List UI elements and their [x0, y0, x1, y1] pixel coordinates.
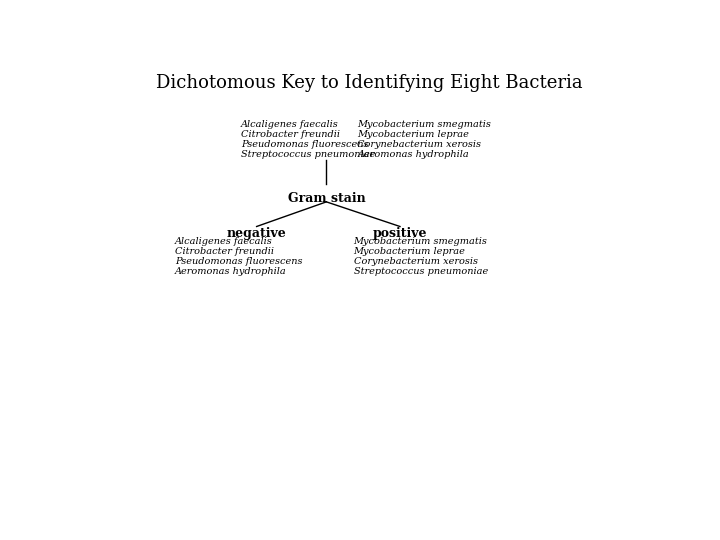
Text: Aeromonas hydrophila: Aeromonas hydrophila [175, 267, 287, 276]
Text: Citrobacter freundii: Citrobacter freundii [241, 130, 340, 139]
Text: Alcaligenes faecalis: Alcaligenes faecalis [241, 120, 339, 129]
Text: Mycobacterium smegmatis: Mycobacterium smegmatis [357, 120, 491, 129]
Text: Dichotomous Key to Identifying Eight Bacteria: Dichotomous Key to Identifying Eight Bac… [156, 74, 582, 92]
Text: negative: negative [227, 226, 287, 240]
Text: Streptococcus pneumoniae: Streptococcus pneumoniae [241, 150, 375, 159]
Text: Pseudomonas fluorescens: Pseudomonas fluorescens [241, 140, 369, 149]
Text: Corynebacterium xerosis: Corynebacterium xerosis [354, 257, 477, 266]
Text: Citrobacter freundii: Citrobacter freundii [175, 247, 274, 256]
Text: Alcaligenes faecalis: Alcaligenes faecalis [175, 237, 273, 246]
Text: Pseudomonas fluorescens: Pseudomonas fluorescens [175, 257, 302, 266]
Text: Aeromonas hydrophila: Aeromonas hydrophila [357, 150, 469, 159]
Text: Streptococcus pneumoniae: Streptococcus pneumoniae [354, 267, 487, 276]
Text: Corynebacterium xerosis: Corynebacterium xerosis [357, 140, 482, 149]
Text: Mycobacterium smegmatis: Mycobacterium smegmatis [354, 237, 487, 246]
Text: Gram stain: Gram stain [287, 192, 365, 205]
Text: Mycobacterium leprae: Mycobacterium leprae [354, 247, 465, 256]
Text: Mycobacterium leprae: Mycobacterium leprae [357, 130, 469, 139]
Text: positive: positive [373, 226, 427, 240]
